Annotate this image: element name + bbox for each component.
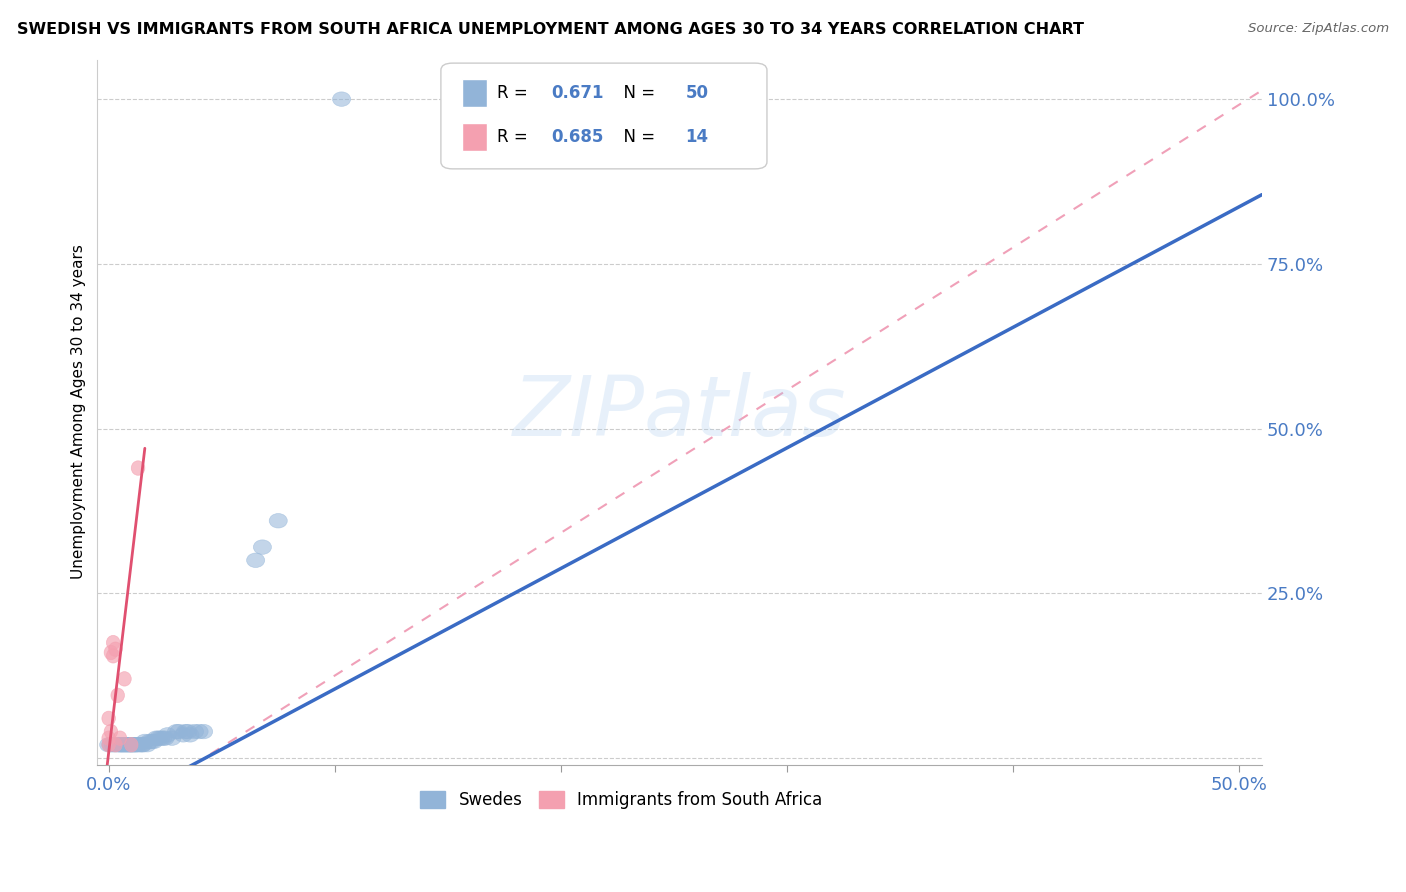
Ellipse shape — [104, 724, 118, 739]
Ellipse shape — [134, 738, 152, 752]
Ellipse shape — [145, 734, 163, 748]
Ellipse shape — [107, 648, 120, 663]
Text: SWEDISH VS IMMIGRANTS FROM SOUTH AFRICA UNEMPLOYMENT AMONG AGES 30 TO 34 YEARS C: SWEDISH VS IMMIGRANTS FROM SOUTH AFRICA … — [17, 22, 1084, 37]
Ellipse shape — [141, 734, 159, 748]
Ellipse shape — [127, 738, 145, 752]
Ellipse shape — [101, 738, 115, 752]
Ellipse shape — [108, 738, 122, 752]
Ellipse shape — [125, 738, 138, 752]
Ellipse shape — [153, 731, 172, 746]
Text: 0.685: 0.685 — [551, 128, 605, 146]
Ellipse shape — [170, 724, 188, 739]
Text: 14: 14 — [686, 128, 709, 146]
Ellipse shape — [138, 738, 156, 752]
Ellipse shape — [134, 738, 152, 752]
Ellipse shape — [101, 711, 115, 726]
Text: ZIPatlas: ZIPatlas — [513, 372, 846, 452]
Ellipse shape — [112, 731, 127, 746]
Ellipse shape — [159, 728, 177, 742]
Ellipse shape — [111, 688, 125, 703]
Ellipse shape — [269, 514, 287, 528]
Ellipse shape — [118, 738, 136, 752]
Ellipse shape — [333, 92, 350, 106]
Ellipse shape — [118, 738, 136, 752]
Ellipse shape — [107, 738, 125, 752]
Ellipse shape — [181, 728, 200, 742]
Ellipse shape — [167, 724, 186, 739]
Ellipse shape — [125, 738, 142, 752]
Ellipse shape — [107, 635, 120, 650]
Ellipse shape — [112, 738, 131, 752]
Ellipse shape — [108, 738, 127, 752]
Ellipse shape — [120, 738, 138, 752]
Ellipse shape — [127, 738, 145, 752]
Ellipse shape — [246, 553, 264, 567]
Ellipse shape — [129, 738, 148, 752]
Ellipse shape — [120, 738, 138, 752]
Ellipse shape — [100, 738, 118, 752]
Ellipse shape — [101, 738, 120, 752]
Text: N =: N = — [613, 84, 661, 102]
FancyBboxPatch shape — [461, 123, 488, 152]
Ellipse shape — [112, 738, 131, 752]
Ellipse shape — [111, 738, 129, 752]
Ellipse shape — [108, 642, 122, 657]
Ellipse shape — [177, 724, 194, 739]
Text: R =: R = — [496, 128, 533, 146]
Ellipse shape — [163, 731, 181, 746]
Ellipse shape — [122, 738, 141, 752]
FancyBboxPatch shape — [461, 78, 488, 107]
Ellipse shape — [152, 731, 170, 746]
Ellipse shape — [111, 738, 129, 752]
Ellipse shape — [131, 461, 145, 475]
Text: Source: ZipAtlas.com: Source: ZipAtlas.com — [1249, 22, 1389, 36]
Ellipse shape — [148, 731, 165, 746]
Ellipse shape — [101, 731, 115, 746]
Ellipse shape — [190, 724, 208, 739]
Ellipse shape — [136, 734, 153, 748]
Text: 0.671: 0.671 — [551, 84, 605, 102]
Ellipse shape — [194, 724, 212, 739]
Ellipse shape — [253, 540, 271, 554]
Ellipse shape — [131, 738, 149, 752]
Text: N =: N = — [613, 128, 661, 146]
FancyBboxPatch shape — [441, 63, 766, 169]
Ellipse shape — [186, 724, 204, 739]
Ellipse shape — [104, 645, 118, 660]
Ellipse shape — [115, 738, 134, 752]
Text: R =: R = — [496, 84, 533, 102]
Ellipse shape — [104, 738, 122, 752]
Text: 50: 50 — [686, 84, 709, 102]
Y-axis label: Unemployment Among Ages 30 to 34 years: Unemployment Among Ages 30 to 34 years — [72, 244, 86, 580]
Ellipse shape — [179, 724, 197, 739]
Ellipse shape — [142, 734, 160, 748]
Ellipse shape — [122, 738, 141, 752]
Legend: Swedes, Immigrants from South Africa: Swedes, Immigrants from South Africa — [413, 785, 830, 816]
Ellipse shape — [115, 738, 134, 752]
Ellipse shape — [118, 672, 131, 686]
Ellipse shape — [149, 731, 167, 746]
Ellipse shape — [125, 738, 142, 752]
Ellipse shape — [156, 731, 174, 746]
Ellipse shape — [174, 728, 193, 742]
